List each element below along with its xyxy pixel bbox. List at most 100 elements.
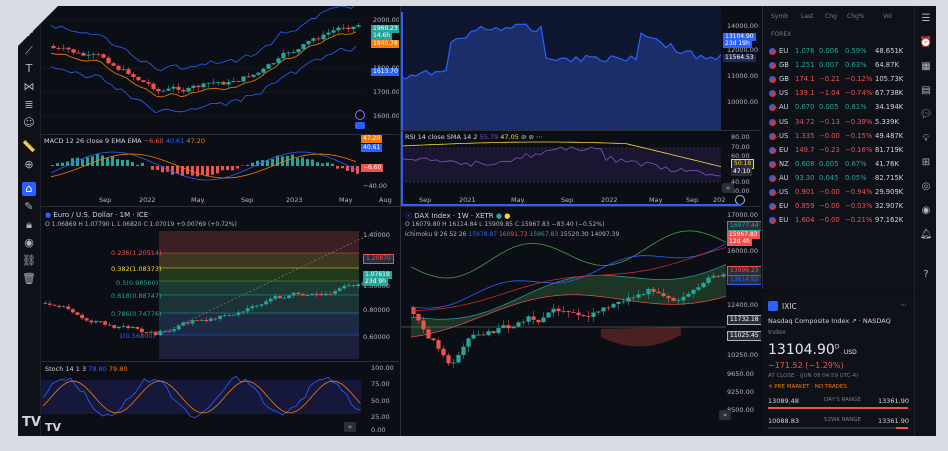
- watchlist-header: Symb Last Chg Chg% Vol: [771, 13, 892, 20]
- macd-histogram-bar: [271, 159, 274, 166]
- candle-body: [291, 52, 296, 53]
- time-label: 2021: [459, 196, 476, 204]
- macd-histogram-bar: [171, 166, 174, 175]
- price-tick: 9650.00: [727, 370, 754, 378]
- watchlist-row[interactable]: GB 1.251 0.007 0.63% 64.87K: [763, 58, 915, 72]
- watchlist-row[interactable]: AU 93.30 0.045 0.05% 82.715K: [763, 171, 915, 185]
- calendar-icon[interactable]: ▤: [921, 85, 931, 96]
- notification-icon[interactable]: 🔔︎: [919, 229, 933, 240]
- alert-icon[interactable]: [355, 110, 365, 120]
- macd-histogram-bar: [296, 158, 299, 166]
- more-menu-icon[interactable]: ⋯: [900, 301, 907, 309]
- watchlist-last: 34.72: [795, 117, 815, 126]
- candle-body: [117, 326, 121, 329]
- candle-body: [232, 314, 236, 316]
- currency-flag-icon: [769, 118, 776, 126]
- wk-range-high: 13361.90: [878, 417, 910, 425]
- pattern-icon[interactable]: ⋈: [23, 80, 35, 93]
- candle-body: [551, 308, 556, 313]
- candle-body: [446, 355, 451, 364]
- trash-icon[interactable]: 🗑︎: [22, 272, 36, 285]
- watchlist-row[interactable]: US 0.901 −0.00 −0.94% 29.909K: [763, 185, 915, 199]
- pencil-lock-icon[interactable]: ✎: [24, 200, 34, 213]
- chart-bottom-right[interactable]: ⓧ DAX Index · 1W · XETR ● ● O 16079.80 H…: [401, 207, 761, 436]
- macd-histogram-bar: [91, 156, 94, 166]
- candle-body: [91, 54, 96, 56]
- text-tool-icon[interactable]: T: [25, 62, 33, 75]
- moving-average: [50, 31, 357, 98]
- candle-body: [196, 85, 201, 88]
- candle-body: [76, 52, 81, 54]
- detail-name[interactable]: Nasdaq Composite Index ↗ · NASDAQ: [768, 317, 891, 325]
- candle-body: [126, 326, 130, 329]
- chart-top-right[interactable]: 14000.00 12000.00 11000.00 10000.00 1310…: [401, 6, 761, 206]
- watchlist-symbol: GB: [779, 61, 789, 70]
- fib-icon[interactable]: ≣: [24, 98, 34, 111]
- emoji-icon[interactable]: ☺: [23, 116, 35, 129]
- stoch-tick: 100.00: [371, 364, 394, 372]
- data-window-icon[interactable]: ▦: [921, 61, 931, 72]
- indicator-divider[interactable]: [401, 130, 761, 131]
- alarm-clock-icon[interactable]: ⏰: [919, 37, 933, 48]
- candle-body: [326, 32, 331, 35]
- chart-bottom-left[interactable]: ● Euro / U.S. Dollar · 1M · ICE O 1.0686…: [41, 207, 399, 436]
- watchlist-row[interactable]: AU 0.670 0.005 0.81% 34.194K: [763, 100, 915, 114]
- detail-change: −171.52 (−1.29%): [768, 361, 844, 370]
- scroll-right-button[interactable]: »: [344, 422, 356, 432]
- candle-body: [621, 301, 626, 303]
- detail-symbol[interactable]: IXIC: [782, 302, 797, 311]
- watchlist-section[interactable]: FOREX: [771, 31, 792, 38]
- chat-icon[interactable]: 💬︎: [919, 109, 933, 120]
- watchlist-row[interactable]: US 1.335 −0.00 −0.15% 49.487K: [763, 129, 915, 143]
- wk-range-low: 10088.83: [768, 417, 800, 425]
- watchlist-row[interactable]: EU 149.7 −0.23 −0.16% 81.719K: [763, 143, 915, 157]
- candle-body: [351, 285, 356, 287]
- chart-top-left[interactable]: 2000.00 1800.00 1700.00 1600.00 1960.23 …: [41, 6, 399, 206]
- flag-icon[interactable]: [355, 122, 365, 129]
- watchlist-icon[interactable]: ☰: [921, 13, 931, 24]
- watchlist-row[interactable]: US 139.1 −1.04 −0.74% 67.738K: [763, 86, 915, 100]
- link-icon[interactable]: ⛓: [22, 254, 36, 267]
- price-tick: 1700.00: [373, 88, 399, 96]
- candle-body: [135, 326, 140, 329]
- watchlist-row[interactable]: EU 1.604 −0.00 −0.21% 97.162K: [763, 213, 915, 227]
- help-icon[interactable]: ?: [923, 269, 929, 280]
- magnet-icon[interactable]: ⌂: [22, 182, 36, 196]
- candle-body: [360, 283, 365, 285]
- zoom-icon[interactable]: ⊕: [24, 158, 34, 171]
- pane-divider[interactable]: [400, 6, 401, 436]
- watchlist-row[interactable]: GB 174.1 −0.21 −0.12% 105.73K: [763, 72, 915, 86]
- price-tag-fib: 1.20870: [363, 254, 394, 264]
- scroll-right-button[interactable]: »: [722, 183, 734, 193]
- watchlist-symbol: US: [779, 117, 789, 126]
- time-label: Aug: [379, 196, 392, 204]
- time-label: 202: [713, 196, 726, 204]
- screener-icon[interactable]: ⊞: [921, 157, 931, 168]
- watchlist-volume: 49.487K: [875, 131, 904, 140]
- scroll-right-button[interactable]: »: [719, 410, 731, 420]
- ruler-icon[interactable]: 📏: [22, 140, 36, 153]
- price-tag-band: 1613.70: [371, 68, 399, 76]
- watchlist-row[interactable]: EU 0.859 −0.00 −0.03% 32.907K: [763, 199, 915, 213]
- ideas-icon[interactable]: 💡︎: [922, 133, 930, 144]
- indicator-divider[interactable]: [41, 361, 399, 362]
- watchlist-row[interactable]: US 34.72 −0.13 −0.39% 5.339K: [763, 115, 915, 129]
- trendline-icon[interactable]: ⟋: [25, 44, 33, 57]
- candle-body: [48, 303, 52, 305]
- indicator-divider[interactable]: [41, 134, 399, 135]
- macd-histogram-bar: [281, 156, 284, 166]
- candle-body: [656, 291, 661, 294]
- pane-divider[interactable]: [41, 206, 761, 207]
- candle-body: [144, 332, 149, 333]
- broadcast-icon[interactable]: ◉: [921, 205, 931, 216]
- streams-icon[interactable]: ◎: [921, 181, 931, 192]
- candle-body: [321, 34, 326, 40]
- fib-level: 1(0.56800): [119, 332, 156, 340]
- watchlist-row[interactable]: NZ 0.608 0.005 0.67% 41.76K: [763, 157, 915, 171]
- watchlist-last: 1.076: [795, 47, 815, 55]
- watchlist-row[interactable]: EU 1.076 0.006 0.59% 48.651K: [763, 44, 915, 58]
- lock-icon[interactable]: 🔒︎: [26, 218, 32, 231]
- eye-icon[interactable]: ◉: [24, 236, 34, 249]
- price-tick: 14000.00: [727, 22, 759, 30]
- candle-body: [310, 293, 314, 296]
